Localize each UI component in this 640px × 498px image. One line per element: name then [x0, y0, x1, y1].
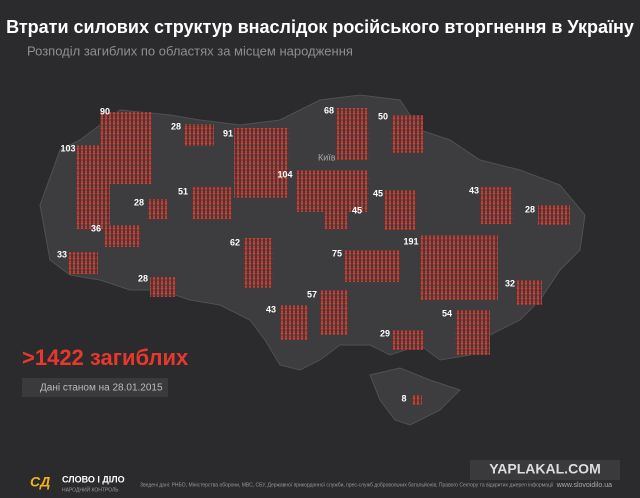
casualty-block [150, 277, 175, 297]
casualty-block [105, 225, 141, 247]
casualty-block [76, 145, 110, 229]
total: >1422 загиблих [22, 345, 189, 370]
region-count: 91 [223, 128, 233, 138]
title: Втрати силових структур внаслідок російс… [6, 17, 634, 37]
casualty-block [393, 330, 423, 350]
sources: Зведені дані: РНБО, Міністерства оборони… [140, 481, 554, 488]
casualty-block [280, 305, 308, 340]
region-count: 43 [469, 185, 479, 195]
region-count: 103 [60, 143, 75, 153]
casualty-block [455, 310, 490, 355]
region-count: 90 [100, 106, 110, 116]
region-count: 54 [442, 308, 452, 318]
region-count: 191 [403, 236, 418, 246]
map-ukraine [39, 94, 586, 371]
casualty-block [337, 108, 369, 160]
casualty-block [420, 235, 498, 300]
region-count: 33 [57, 249, 67, 259]
region-count: 50 [378, 111, 388, 121]
casualty-block [147, 199, 167, 219]
casualty-block [234, 128, 289, 198]
region-count: 68 [324, 105, 334, 115]
casualty-block [385, 190, 415, 230]
region-count: 28 [138, 273, 148, 283]
region-count: 32 [505, 278, 515, 288]
region-count: 28 [134, 197, 144, 207]
logo: СЛОВО І ДІЛО [62, 474, 125, 484]
date-box [22, 378, 168, 397]
casualty-block [320, 290, 348, 335]
date: Дані станом на 28.01.2015 [40, 383, 163, 394]
casualty-block [243, 238, 273, 288]
region-count: 28 [171, 121, 181, 131]
region-count: 51 [178, 186, 188, 196]
casualty-block [68, 252, 98, 274]
site: www.slovoidilo.ua [556, 482, 612, 489]
watermark: YAPLAKAL.COM [489, 461, 601, 477]
casualty-block [517, 280, 542, 305]
casualty-block [391, 115, 423, 153]
region-count: 62 [230, 237, 240, 247]
casualty-block [325, 207, 347, 229]
region-count: 36 [91, 223, 101, 233]
casualty-block [538, 205, 570, 225]
region-count: 28 [525, 204, 535, 214]
casualty-block [412, 395, 422, 405]
casualty-block [297, 170, 369, 212]
region-count: 75 [332, 248, 342, 258]
region-count: 29 [380, 328, 390, 338]
logo-sub: НАРОДНИЙ КОНТРОЛЬ [62, 485, 119, 493]
region-count: 43 [266, 304, 276, 314]
casualty-block [345, 250, 400, 282]
logo-mark: СД [30, 474, 50, 490]
region-count: 104 [277, 169, 292, 179]
region-count: 8 [401, 393, 406, 403]
casualty-block [184, 124, 214, 146]
region-count: 45 [352, 205, 362, 215]
region-count: 57 [307, 289, 317, 299]
city-label: Київ [318, 152, 336, 162]
region-count: 45 [373, 188, 383, 198]
watermark-box [470, 460, 620, 480]
subtitle: Розподіл загиблих по областях за місцем … [27, 43, 353, 58]
casualty-block [481, 187, 513, 224]
casualty-block [192, 187, 232, 219]
